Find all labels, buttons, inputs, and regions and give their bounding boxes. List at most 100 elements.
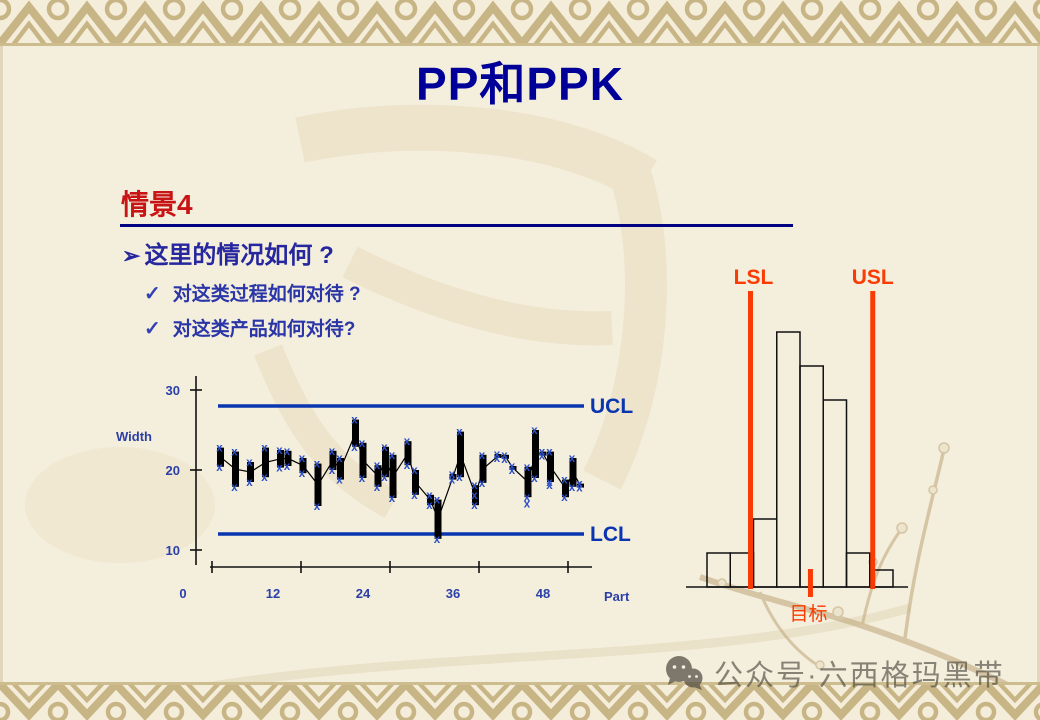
arrow-bullet-icon: ➢ bbox=[122, 243, 141, 268]
histogram-bar bbox=[706, 552, 731, 588]
range-bar bbox=[562, 479, 569, 498]
data-marker: x bbox=[524, 499, 531, 511]
usl-label: USL bbox=[852, 266, 894, 289]
bullet-sub-1: ✓ 对这类过程如何对待 ? bbox=[144, 279, 361, 306]
range-bar bbox=[352, 419, 359, 447]
ucl-label: UCL bbox=[590, 395, 633, 418]
range-bar bbox=[472, 485, 479, 506]
histogram-bar bbox=[822, 399, 848, 588]
data-marker: x bbox=[276, 445, 283, 457]
range-bar bbox=[337, 458, 344, 480]
check-icon: ✓ bbox=[144, 318, 161, 340]
histogram-bar bbox=[752, 518, 778, 588]
slide-edge-right bbox=[1037, 0, 1040, 720]
data-marker: x bbox=[336, 475, 343, 487]
range-bar bbox=[479, 454, 487, 483]
range-bar bbox=[577, 483, 584, 488]
target-label: 目标 bbox=[789, 603, 827, 625]
range-bar bbox=[232, 451, 239, 487]
data-marker: x bbox=[501, 450, 508, 462]
data-marker: x bbox=[404, 460, 411, 472]
data-marker: x bbox=[561, 492, 568, 504]
data-marker: x bbox=[284, 446, 291, 458]
data-marker: x bbox=[546, 477, 553, 489]
data-marker: x bbox=[351, 415, 358, 427]
data-marker: x bbox=[546, 447, 553, 459]
data-marker: x bbox=[284, 461, 291, 473]
slide-edge-left bbox=[0, 0, 3, 720]
data-marker: x bbox=[561, 475, 568, 487]
data-marker: x bbox=[531, 473, 538, 485]
data-marker: x bbox=[576, 483, 583, 495]
x-tick-label: 36 bbox=[446, 586, 460, 601]
bullet-sub-1-text: 对这类过程如何对待 ? bbox=[172, 284, 361, 305]
data-marker: x bbox=[456, 427, 463, 439]
calligraphy-watermark bbox=[254, 104, 667, 519]
histogram-bar bbox=[799, 365, 824, 588]
data-marker: x bbox=[276, 463, 283, 475]
data-marker: x bbox=[539, 447, 546, 459]
data-marker: x bbox=[231, 482, 238, 494]
x-tick-label: 24 bbox=[356, 586, 371, 601]
histogram-bar bbox=[776, 331, 801, 588]
range-bar bbox=[457, 431, 464, 478]
data-marker: x bbox=[359, 473, 366, 485]
bullet-sub-2-text: 对这类产品如何对待? bbox=[172, 319, 356, 340]
data-marker: x bbox=[471, 490, 478, 502]
bullet-main: ➢ 这里的情况如何 ? bbox=[122, 235, 334, 270]
lcl-label: LCL bbox=[590, 523, 631, 546]
data-marker: x bbox=[351, 442, 358, 454]
data-marker: x bbox=[261, 472, 268, 484]
border-ornament-bottom bbox=[0, 682, 1040, 720]
range-bar bbox=[539, 451, 547, 456]
data-marker: x bbox=[314, 501, 321, 513]
data-marker: x bbox=[531, 425, 538, 437]
data-marker: x bbox=[216, 462, 223, 474]
data-marker: x bbox=[426, 500, 433, 512]
data-marker: x bbox=[546, 480, 553, 492]
histogram-bar bbox=[845, 552, 871, 588]
data-marker: x bbox=[539, 451, 546, 463]
range-bar bbox=[449, 474, 457, 480]
range-bar bbox=[382, 446, 389, 478]
range-bar bbox=[247, 462, 254, 482]
data-marker: x bbox=[389, 450, 396, 462]
range-bar bbox=[329, 450, 337, 470]
data-marker: x bbox=[494, 453, 501, 465]
wechat-icon bbox=[666, 656, 703, 690]
data-marker: x bbox=[381, 442, 388, 454]
data-marker: x bbox=[246, 457, 253, 469]
watermark-text: 公众号·六西格玛黑带 bbox=[714, 660, 1005, 692]
section-divider bbox=[120, 224, 793, 227]
data-marker: x bbox=[374, 460, 381, 472]
range-bar bbox=[502, 454, 509, 459]
y-tick-label: 10 bbox=[166, 543, 180, 558]
data-marker: x bbox=[471, 500, 478, 512]
slide-title: PP和PPK bbox=[416, 58, 624, 110]
range-bar bbox=[532, 430, 539, 478]
range-bar bbox=[412, 470, 419, 495]
data-marker: x bbox=[411, 465, 418, 477]
data-marker: x bbox=[299, 468, 306, 480]
data-marker: x bbox=[569, 482, 576, 494]
range-bar bbox=[427, 494, 434, 506]
data-marker: x bbox=[479, 478, 486, 490]
data-marker: x bbox=[509, 465, 516, 477]
border-ornament-top bbox=[0, 0, 1040, 46]
range-bar bbox=[299, 458, 307, 474]
x-tick-label: 48 bbox=[536, 586, 550, 601]
data-marker: x bbox=[299, 453, 306, 465]
data-marker: x bbox=[359, 438, 366, 450]
data-marker: x bbox=[434, 495, 441, 507]
bullet-sub-2: ✓ 对这类产品如何对待? bbox=[144, 314, 355, 341]
check-icon: ✓ bbox=[144, 283, 161, 305]
data-marker: x bbox=[434, 534, 441, 546]
range-bar bbox=[547, 451, 554, 482]
range-bar bbox=[404, 441, 412, 466]
data-marker: x bbox=[426, 490, 433, 502]
data-marker: x bbox=[569, 453, 576, 465]
data-marker: x bbox=[479, 450, 486, 462]
data-marker: x bbox=[231, 447, 238, 459]
